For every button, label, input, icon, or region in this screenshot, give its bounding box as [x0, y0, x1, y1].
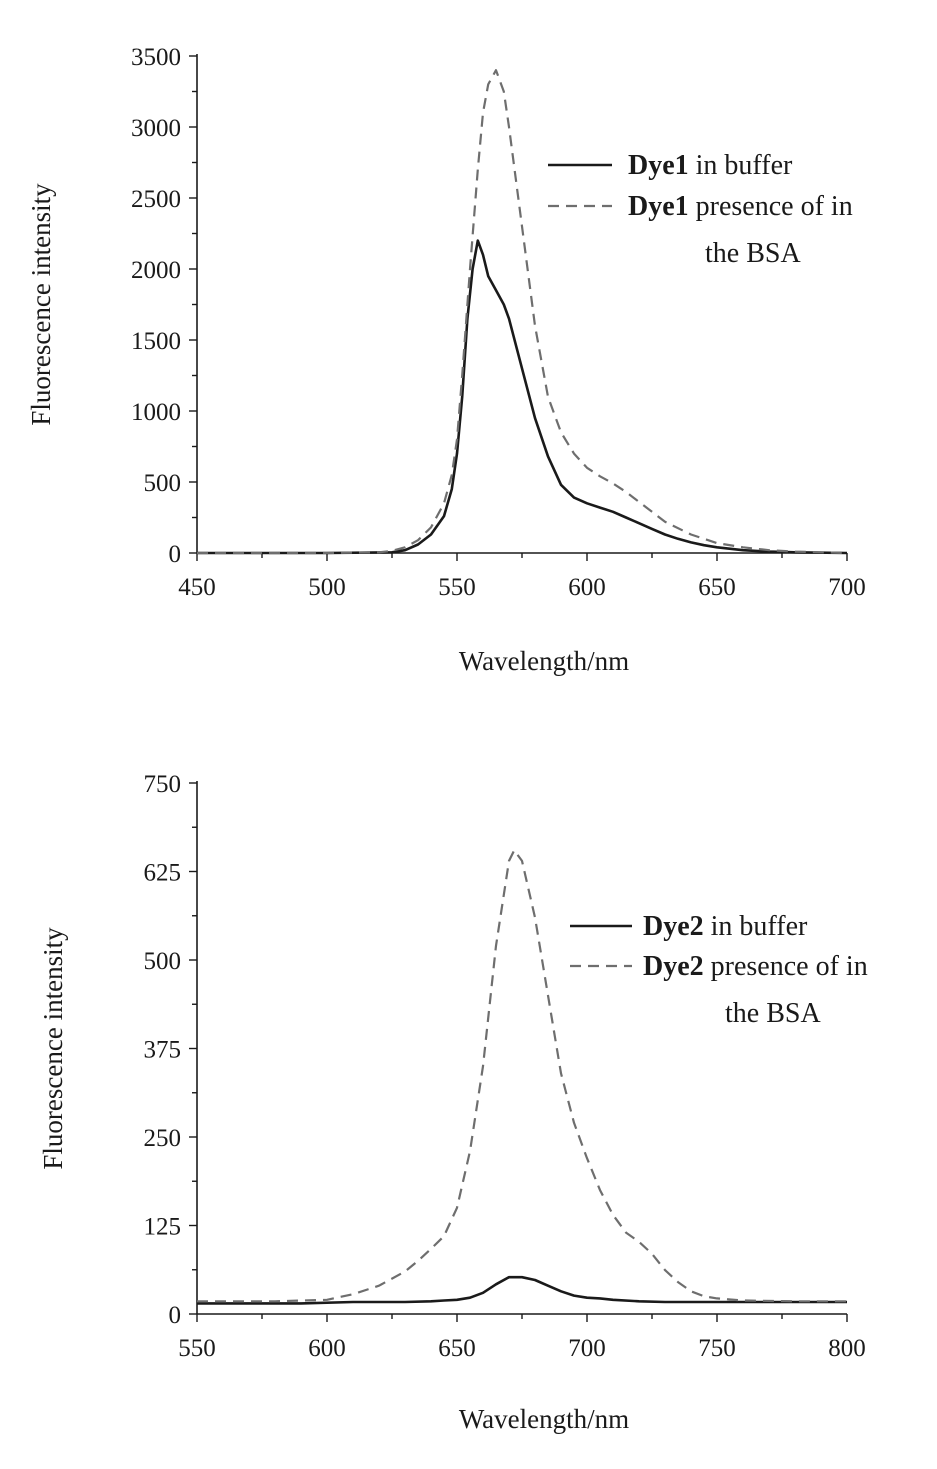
legend-label-1: Dye2 in buffer [643, 911, 808, 942]
legend-label-rest: presence of in [704, 951, 868, 982]
x-tick-label: 800 [828, 1335, 866, 1362]
y-tick-label: 500 [144, 470, 182, 497]
y-axis-title: Fluorescence intensity [26, 183, 56, 426]
y-tick-label: 625 [144, 860, 182, 887]
x-tick-label: 550 [178, 1335, 216, 1362]
legend-label-rest: in buffer [704, 911, 808, 942]
x-tick-label: 700 [568, 1335, 606, 1362]
series-line-2 [197, 69, 848, 555]
legend-label-rest: in buffer [689, 150, 793, 181]
x-tick-label: 550 [438, 574, 476, 601]
legend-label-2: Dye1 presence of in [628, 191, 853, 222]
y-tick-label: 0 [169, 541, 182, 568]
x-tick-label: 750 [698, 1335, 736, 1362]
chart-panel-2: 550 600 650 700 750 800 0 125 250 375 500 625 750 Wav… [38, 771, 868, 1434]
x-tick-label: 500 [308, 574, 346, 601]
legend-label-bold: Dye1 [628, 150, 689, 181]
series-line-2 [197, 849, 847, 1303]
y-tick-label: 0 [169, 1302, 182, 1329]
y-tick-label: 1500 [131, 328, 181, 355]
y-tick-label: 2500 [131, 186, 181, 213]
x-tick-label: 600 [308, 1335, 346, 1362]
series-line-1 [197, 1275, 847, 1305]
y-tick-label: 3500 [131, 44, 181, 71]
x-axis-title: Wavelength/nm [459, 1404, 629, 1434]
y-tick-label: 1000 [131, 399, 181, 426]
y-tick-label: 750 [144, 771, 182, 798]
series-line-1 [197, 239, 848, 555]
y-tick-label: 3000 [131, 115, 181, 142]
legend-label-continuation: the BSA [705, 238, 801, 269]
legend-label-bold: Dye1 [628, 191, 689, 222]
legend-label-rest: presence of in [689, 191, 853, 222]
chart-panel-1: 450 500 550 600 650 700 0 500 1000 1500 2000 2500 30… [26, 44, 866, 676]
x-axis-title: Wavelength/nm [459, 646, 629, 676]
y-tick-label: 2000 [131, 257, 181, 284]
legend-label-1: Dye1 in buffer [628, 150, 793, 181]
y-axis-title: Fluorescence intensity [38, 927, 68, 1170]
legend-label-continuation: the BSA [725, 998, 821, 1029]
legend-label-bold: Dye2 [643, 911, 704, 942]
y-tick-label: 375 [144, 1037, 182, 1064]
y-tick-label: 500 [144, 948, 182, 975]
x-tick-label: 650 [438, 1335, 476, 1362]
x-tick-label: 700 [828, 574, 866, 601]
legend-label-bold: Dye2 [643, 951, 704, 982]
x-tick-label: 600 [568, 574, 606, 601]
y-tick-label: 250 [144, 1125, 182, 1152]
x-tick-label: 450 [178, 574, 216, 601]
legend-label-2: Dye2 presence of in [643, 951, 868, 982]
y-tick-label: 125 [144, 1214, 182, 1241]
x-tick-label: 650 [698, 574, 736, 601]
